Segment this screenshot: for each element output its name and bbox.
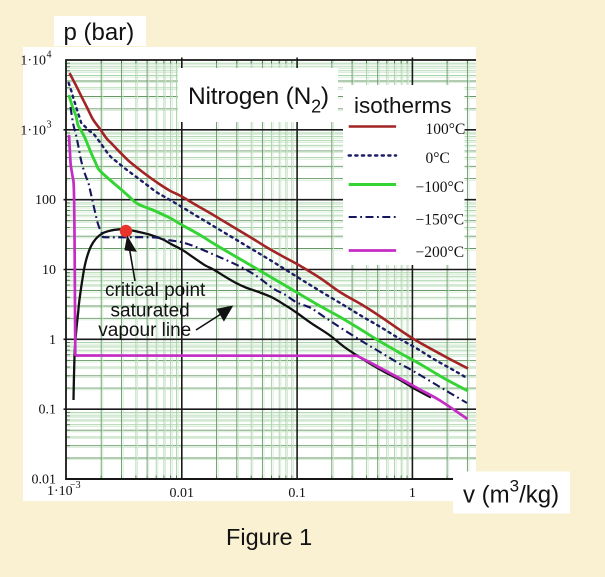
svg-text:vapour line: vapour line [98,320,191,341]
svg-text:100: 100 [35,193,56,208]
svg-text:Figure 1: Figure 1 [226,524,312,550]
svg-text:0.1: 0.1 [288,486,306,501]
svg-text:saturated: saturated [111,301,190,322]
svg-text:v (m3/kg): v (m3/kg) [463,477,559,509]
svg-text:100°C: 100°C [426,121,466,138]
svg-text:0.01: 0.01 [32,473,57,488]
svg-text:1·10: 1·10 [47,484,73,499]
svg-text:1: 1 [49,333,56,348]
svg-text:1·10: 1·10 [20,54,46,69]
svg-text:−200°C: −200°C [416,244,465,261]
svg-text:−150°C: −150°C [416,212,465,229]
svg-text:4: 4 [47,50,52,61]
svg-text:−100°C: −100°C [416,179,465,196]
svg-text:−3: −3 [70,480,81,491]
svg-text:0.01: 0.01 [170,486,195,501]
svg-text:0°C: 0°C [426,150,450,167]
svg-text:1·10: 1·10 [20,123,46,138]
svg-text:isotherms: isotherms [354,93,452,118]
svg-text:p (bar): p (bar) [64,19,135,46]
svg-text:3: 3 [47,119,52,130]
svg-text:0.1: 0.1 [39,403,57,418]
svg-text:1: 1 [409,486,416,501]
svg-text:10: 10 [42,263,56,278]
svg-text:critical point: critical point [105,280,206,301]
